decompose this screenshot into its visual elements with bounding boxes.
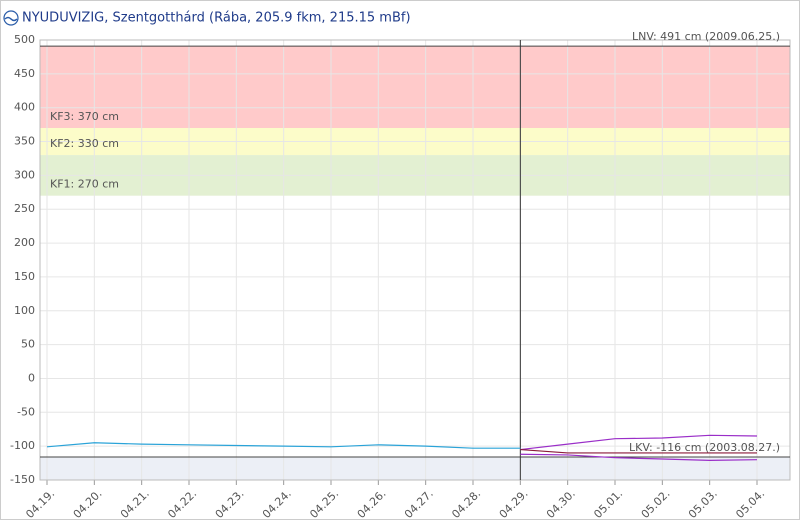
series-line [520,434,758,451]
y-tick-label: 50 [21,338,35,351]
threshold-label: LNV: 491 cm (2009.06.25.) [632,30,780,43]
threshold-label: KF3: 370 cm [50,110,119,123]
y-tick-label: 500 [14,33,35,46]
y-tick-label: -50 [17,405,35,418]
threshold-band [40,46,790,128]
threshold-band [40,456,790,480]
series-line [520,453,758,461]
threshold-label: KF1: 270 cm [50,178,119,191]
y-tick-label: 300 [14,168,35,181]
logo [3,10,19,26]
series-line [520,448,757,454]
y-tick-label: -100 [10,439,35,452]
series-line [46,442,521,449]
y-tick-label: -150 [10,473,35,486]
y-tick-label: 150 [14,270,35,283]
threshold-label: KF2: 330 cm [50,137,119,150]
y-tick-label: 350 [14,135,35,148]
y-tick-label: 400 [14,101,35,114]
y-tick-label: 200 [14,236,35,249]
y-tick-label: 450 [14,67,35,80]
threshold-label: LKV: -116 cm (2003.08.27.) [629,441,780,454]
y-tick-label: 0 [28,371,35,384]
y-tick-label: 250 [14,202,35,215]
y-tick-label: 100 [14,304,35,317]
chart-title: NYUDUVIZIG, Szentgotthárd (Rába, 205.9 f… [22,11,411,26]
plot-border [39,39,791,481]
